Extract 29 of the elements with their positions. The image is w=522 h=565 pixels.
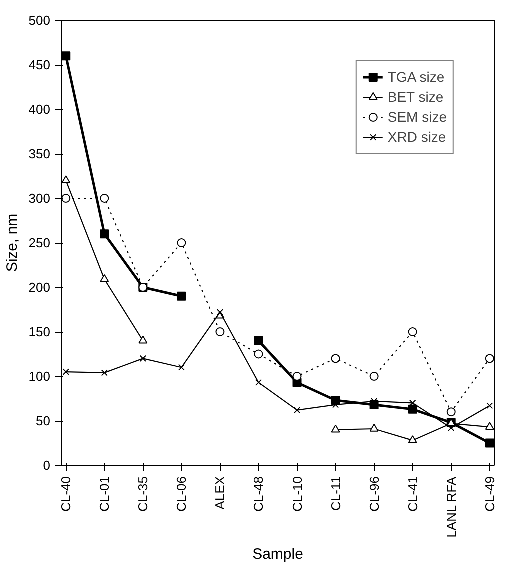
x-tick-label: CL-10 xyxy=(290,476,305,512)
x-tick-label: LANL RFA xyxy=(444,476,459,538)
x-tick-label: CL-96 xyxy=(366,476,382,512)
x-tick-label: CL-48 xyxy=(251,476,266,512)
y-tick-label: 400 xyxy=(28,102,51,117)
x-tick-label: CL-06 xyxy=(174,476,190,512)
legend-label: SEM size xyxy=(388,108,447,127)
x-tick-label: ALEX xyxy=(212,476,228,510)
y-tick-label: 200 xyxy=(28,280,51,295)
y-tick-label: 150 xyxy=(28,324,51,340)
x-tick-label: CL-49 xyxy=(482,476,498,512)
y-tick-label: 0 xyxy=(43,458,51,473)
y-tick-label: 100 xyxy=(28,369,51,384)
x-tick-label: CL-11 xyxy=(328,476,344,511)
legend-label: XRD size xyxy=(388,128,446,147)
legend-label: TGA size xyxy=(388,68,445,87)
x-axis-title: Sample xyxy=(252,546,304,563)
y-axis-title: Size, nm xyxy=(4,214,21,272)
x-tick-label: CL-40 xyxy=(58,476,74,512)
x-tick-label: CL-01 xyxy=(97,476,112,512)
y-tick-label: 450 xyxy=(28,58,51,72)
x-tick-label: CL-41 xyxy=(405,476,420,512)
y-tick-label: 300 xyxy=(28,191,51,206)
y-tick-label: 500 xyxy=(28,13,51,28)
x-tick-label: CL-35 xyxy=(136,476,151,512)
y-tick-label: 50 xyxy=(36,414,51,428)
y-tick-label: 350 xyxy=(28,146,51,162)
legend-label: BET size xyxy=(388,88,444,107)
y-tick-label: 250 xyxy=(28,236,51,250)
